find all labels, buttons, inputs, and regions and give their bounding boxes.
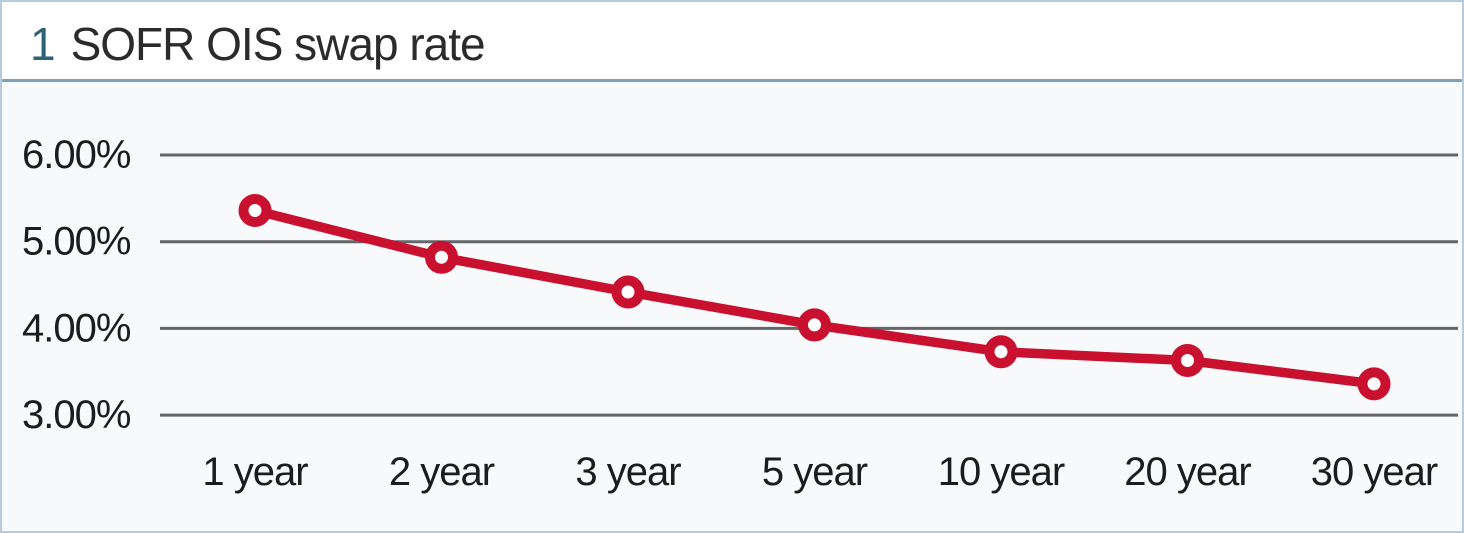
x-tick-label: 1 year [202, 450, 308, 494]
y-tick-label: 4.00% [22, 306, 131, 350]
y-tick-label: 5.00% [22, 220, 131, 264]
data-point [238, 193, 272, 227]
y-tick-label: 6.00% [22, 133, 131, 177]
data-point [611, 275, 645, 309]
x-tick-label: 20 year [1124, 450, 1251, 494]
x-tick-label: 10 year [938, 450, 1065, 494]
data-point [798, 308, 831, 342]
figure-title-text: SOFR OIS swap rate [70, 17, 486, 70]
data-point [1357, 367, 1391, 401]
figure-header: 1 SOFR OIS swap rate [2, 2, 1462, 82]
series-line [250, 205, 1379, 389]
figure-number: 1 [30, 17, 56, 70]
x-tick-label: 3 year [575, 450, 681, 494]
x-tick-label: 2 year [389, 450, 495, 494]
data-point [984, 335, 1018, 369]
figure-title: 1 SOFR OIS swap rate [30, 17, 486, 71]
data-point [1171, 343, 1204, 377]
data-point [425, 240, 458, 274]
y-tick-label: 3.00% [22, 393, 131, 437]
chart-area: 6.00% 5.00% 4.00% 3.00% 1 year 2 year 3 year 5 … [2, 82, 1462, 531]
x-tick-label: 30 year [1311, 450, 1438, 494]
line-chart: 6.00% 5.00% 4.00% 3.00% 1 year 2 year 3 year 5 … [22, 133, 1458, 494]
x-tick-label: 5 year [762, 450, 868, 494]
